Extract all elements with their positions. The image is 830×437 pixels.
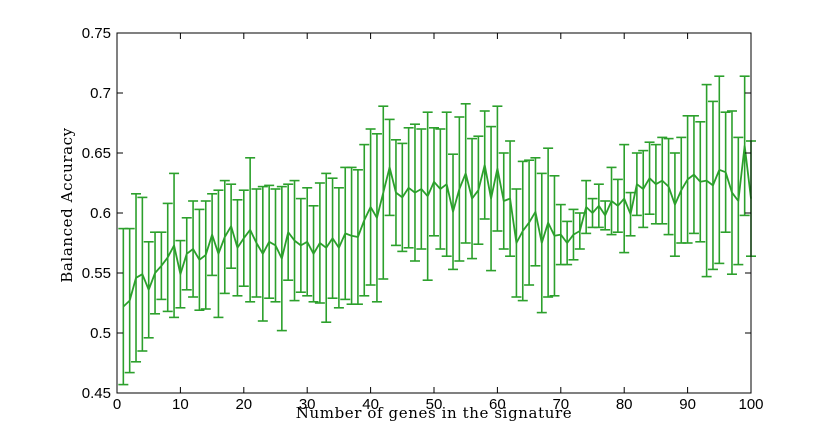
x-tick-label: 0 xyxy=(113,396,121,413)
x-tick-label: 70 xyxy=(552,396,569,413)
x-tick-label: 90 xyxy=(679,396,696,413)
x-tick-label: 40 xyxy=(362,396,379,413)
y-tick-label: 0.55 xyxy=(82,265,111,282)
x-tick-label: 30 xyxy=(299,396,316,413)
y-tick-label: 0.75 xyxy=(82,25,111,42)
x-tick-label: 50 xyxy=(426,396,443,413)
x-tick-label: 60 xyxy=(489,396,506,413)
axis-ticks: 0 10 20 30 40 50 60 70 80 90 100 0.45 0.5 0.55 0.6 0.65… xyxy=(82,25,764,413)
y-tick-label: 0.6 xyxy=(90,205,111,222)
x-tick-label: 80 xyxy=(616,396,633,413)
x-tick-label: 10 xyxy=(172,396,189,413)
y-tick-label: 0.7 xyxy=(90,85,111,102)
chart-marks xyxy=(118,75,756,386)
y-tick-label: 0.45 xyxy=(82,385,111,402)
y-axis-title: Balanced Accuracy xyxy=(58,127,76,283)
y-tick-label: 0.65 xyxy=(82,145,111,162)
x-tick-label: 100 xyxy=(738,396,763,413)
series-line-0 xyxy=(122,144,752,308)
y-tick-label: 0.5 xyxy=(90,325,111,342)
x-tick-label: 20 xyxy=(235,396,252,413)
x-axis-title: Number of genes in the signature xyxy=(296,404,572,422)
